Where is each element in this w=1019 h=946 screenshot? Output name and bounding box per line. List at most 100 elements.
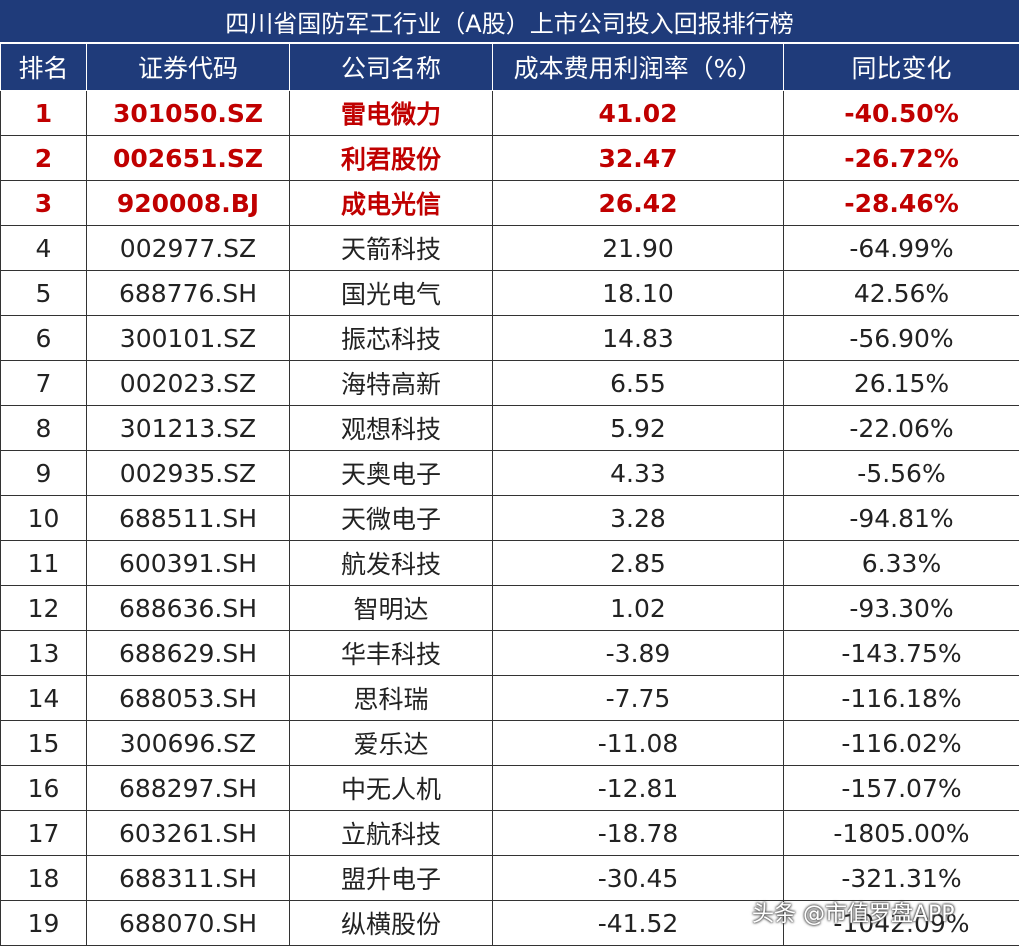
code-cell: 688629.SH: [86, 630, 290, 676]
code-cell: 301213.SZ: [86, 405, 290, 451]
change-cell: -56.90%: [783, 315, 1019, 361]
name-cell: 成电光信: [289, 180, 493, 226]
table-row[interactable]: 12 688636.SH 智明达 1.02 -93.30%: [0, 585, 1019, 631]
name-cell: 观想科技: [289, 405, 493, 451]
rank-cell: 5: [0, 270, 87, 316]
change-cell: -116.18%: [783, 675, 1019, 721]
change-cell: -40.50%: [783, 90, 1019, 136]
table-row[interactable]: 1 301050.SZ 雷电微力 41.02 -40.50%: [0, 90, 1019, 136]
change-cell: -64.99%: [783, 225, 1019, 271]
rank-cell: 6: [0, 315, 87, 361]
rank-cell: 7: [0, 360, 87, 406]
rank-cell: 8: [0, 405, 87, 451]
name-cell: 中无人机: [289, 765, 493, 811]
rank-cell: 4: [0, 225, 87, 271]
rank-cell: 17: [0, 810, 87, 856]
change-cell: 26.15%: [783, 360, 1019, 406]
rank-cell: 15: [0, 720, 87, 766]
change-cell: -22.06%: [783, 405, 1019, 451]
table-row[interactable]: 7 002023.SZ 海特高新 6.55 26.15%: [0, 360, 1019, 406]
code-cell: 002977.SZ: [86, 225, 290, 271]
table-row[interactable]: 4 002977.SZ 天箭科技 21.90 -64.99%: [0, 225, 1019, 271]
rank-cell: 3: [0, 180, 87, 226]
name-cell: 国光电气: [289, 270, 493, 316]
name-cell: 航发科技: [289, 540, 493, 586]
header-change[interactable]: 同比变化: [783, 43, 1019, 91]
rate-cell: 32.47: [492, 135, 784, 181]
table-body: 1 301050.SZ 雷电微力 41.02 -40.50% 2 002651.SZ 利君股份…: [0, 90, 1019, 946]
header-row: 排名 证券代码 公司名称 成本费用利润率（%） 同比变化: [0, 43, 1019, 91]
header-rate[interactable]: 成本费用利润率（%）: [492, 43, 784, 91]
code-cell: 603261.SH: [86, 810, 290, 856]
name-cell: 天奥电子: [289, 450, 493, 496]
table-row[interactable]: 14 688053.SH 思科瑞 -7.75 -116.18%: [0, 675, 1019, 721]
rank-cell: 2: [0, 135, 87, 181]
rank-cell: 16: [0, 765, 87, 811]
rate-cell: -7.75: [492, 675, 784, 721]
code-cell: 300101.SZ: [86, 315, 290, 361]
table-title: 四川省国防军工行业（A股）上市公司投入回报排行榜: [0, 0, 1019, 43]
code-cell: 688311.SH: [86, 855, 290, 901]
change-cell: -116.02%: [783, 720, 1019, 766]
table-row[interactable]: 6 300101.SZ 振芯科技 14.83 -56.90%: [0, 315, 1019, 361]
table-row[interactable]: 8 301213.SZ 观想科技 5.92 -22.06%: [0, 405, 1019, 451]
name-cell: 振芯科技: [289, 315, 493, 361]
table-row[interactable]: 10 688511.SH 天微电子 3.28 -94.81%: [0, 495, 1019, 541]
table-row[interactable]: 17 603261.SH 立航科技 -18.78 -1805.00%: [0, 810, 1019, 856]
rank-cell: 12: [0, 585, 87, 631]
table-row[interactable]: 11 600391.SH 航发科技 2.85 6.33%: [0, 540, 1019, 586]
header-name[interactable]: 公司名称: [289, 43, 493, 91]
code-cell: 688636.SH: [86, 585, 290, 631]
rank-cell: 9: [0, 450, 87, 496]
table-row[interactable]: 19 688070.SH 纵横股份 -41.52 -1042.09%: [0, 900, 1019, 946]
watermark: 头条 @市值罗盘APP: [752, 902, 955, 927]
code-cell: 002023.SZ: [86, 360, 290, 406]
code-cell: 920008.BJ: [86, 180, 290, 226]
rate-cell: -11.08: [492, 720, 784, 766]
rate-cell: 41.02: [492, 90, 784, 136]
name-cell: 盟升电子: [289, 855, 493, 901]
table-row[interactable]: 2 002651.SZ 利君股份 32.47 -26.72%: [0, 135, 1019, 181]
change-cell: -28.46%: [783, 180, 1019, 226]
code-cell: 002651.SZ: [86, 135, 290, 181]
change-cell: -93.30%: [783, 585, 1019, 631]
name-cell: 纵横股份: [289, 900, 493, 946]
change-cell: 6.33%: [783, 540, 1019, 586]
code-cell: 688297.SH: [86, 765, 290, 811]
table-row[interactable]: 9 002935.SZ 天奥电子 4.33 -5.56%: [0, 450, 1019, 496]
table-row[interactable]: 13 688629.SH 华丰科技 -3.89 -143.75%: [0, 630, 1019, 676]
rate-cell: 26.42: [492, 180, 784, 226]
code-cell: 300696.SZ: [86, 720, 290, 766]
code-cell: 600391.SH: [86, 540, 290, 586]
rank-cell: 14: [0, 675, 87, 721]
code-cell: 688070.SH: [86, 900, 290, 946]
header-rank[interactable]: 排名: [0, 43, 87, 91]
change-cell: -26.72%: [783, 135, 1019, 181]
header-code[interactable]: 证券代码: [86, 43, 290, 91]
rank-cell: 18: [0, 855, 87, 901]
rate-cell: -12.81: [492, 765, 784, 811]
code-cell: 301050.SZ: [86, 90, 290, 136]
table-row[interactable]: 5 688776.SH 国光电气 18.10 42.56%: [0, 270, 1019, 316]
name-cell: 天微电子: [289, 495, 493, 541]
name-cell: 雷电微力: [289, 90, 493, 136]
rank-cell: 19: [0, 900, 87, 946]
rate-cell: -3.89: [492, 630, 784, 676]
name-cell: 天箭科技: [289, 225, 493, 271]
code-cell: 688511.SH: [86, 495, 290, 541]
change-cell: -321.31%: [783, 855, 1019, 901]
name-cell: 海特高新: [289, 360, 493, 406]
change-cell: -143.75%: [783, 630, 1019, 676]
rate-cell: 1.02: [492, 585, 784, 631]
table-row[interactable]: 3 920008.BJ 成电光信 26.42 -28.46%: [0, 180, 1019, 226]
table-row[interactable]: 15 300696.SZ 爱乐达 -11.08 -116.02%: [0, 720, 1019, 766]
table-row[interactable]: 16 688297.SH 中无人机 -12.81 -157.07%: [0, 765, 1019, 811]
name-cell: 智明达: [289, 585, 493, 631]
ranking-table: 排名 证券代码 公司名称 成本费用利润率（%） 同比变化 1 301050.SZ 雷…: [0, 43, 1019, 946]
name-cell: 爱乐达: [289, 720, 493, 766]
rate-cell: 21.90: [492, 225, 784, 271]
name-cell: 思科瑞: [289, 675, 493, 721]
table-row[interactable]: 18 688311.SH 盟升电子 -30.45 -321.31%: [0, 855, 1019, 901]
change-cell: 42.56%: [783, 270, 1019, 316]
code-cell: 688053.SH: [86, 675, 290, 721]
